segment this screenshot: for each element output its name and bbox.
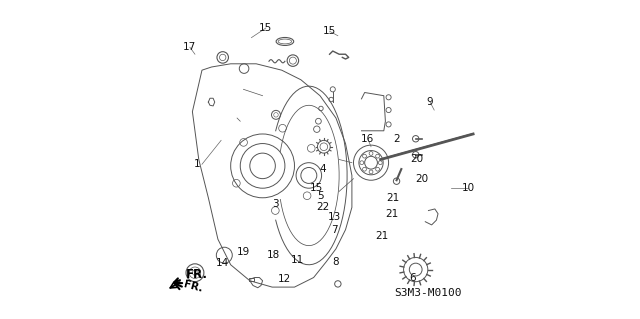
Text: 19: 19	[237, 247, 250, 257]
Circle shape	[369, 170, 373, 174]
Text: 5: 5	[317, 191, 323, 201]
Text: 17: 17	[183, 42, 196, 52]
Text: 11: 11	[291, 255, 304, 265]
Text: 21: 21	[387, 193, 400, 203]
Text: 20: 20	[411, 154, 424, 165]
Text: 16: 16	[361, 134, 374, 144]
Text: 10: 10	[462, 183, 475, 193]
Text: 15: 15	[310, 183, 323, 193]
Circle shape	[369, 152, 373, 155]
Circle shape	[378, 161, 382, 165]
Text: 9: 9	[427, 97, 433, 107]
Circle shape	[363, 154, 367, 158]
Text: 12: 12	[278, 274, 292, 284]
Text: 18: 18	[267, 250, 280, 260]
Text: 8: 8	[333, 256, 339, 267]
Text: 15: 15	[259, 23, 273, 33]
Circle shape	[360, 161, 364, 165]
Circle shape	[376, 167, 380, 171]
Circle shape	[376, 154, 380, 158]
Text: 21: 21	[385, 209, 398, 219]
Text: S3M3-M0100: S3M3-M0100	[395, 288, 462, 299]
Text: 14: 14	[216, 258, 229, 268]
Text: FR.: FR.	[182, 279, 204, 293]
Circle shape	[363, 167, 367, 171]
Text: 21: 21	[376, 231, 389, 241]
Text: 6: 6	[409, 272, 416, 283]
Text: 1: 1	[194, 159, 200, 169]
Text: 2: 2	[393, 134, 400, 144]
Text: 4: 4	[320, 164, 326, 174]
Text: 22: 22	[317, 202, 330, 212]
Text: 20: 20	[415, 174, 429, 184]
Text: 3: 3	[272, 199, 278, 209]
Text: 7: 7	[331, 225, 338, 235]
Text: FR.: FR.	[174, 268, 207, 283]
Text: 13: 13	[328, 212, 341, 222]
Text: 15: 15	[323, 26, 336, 36]
